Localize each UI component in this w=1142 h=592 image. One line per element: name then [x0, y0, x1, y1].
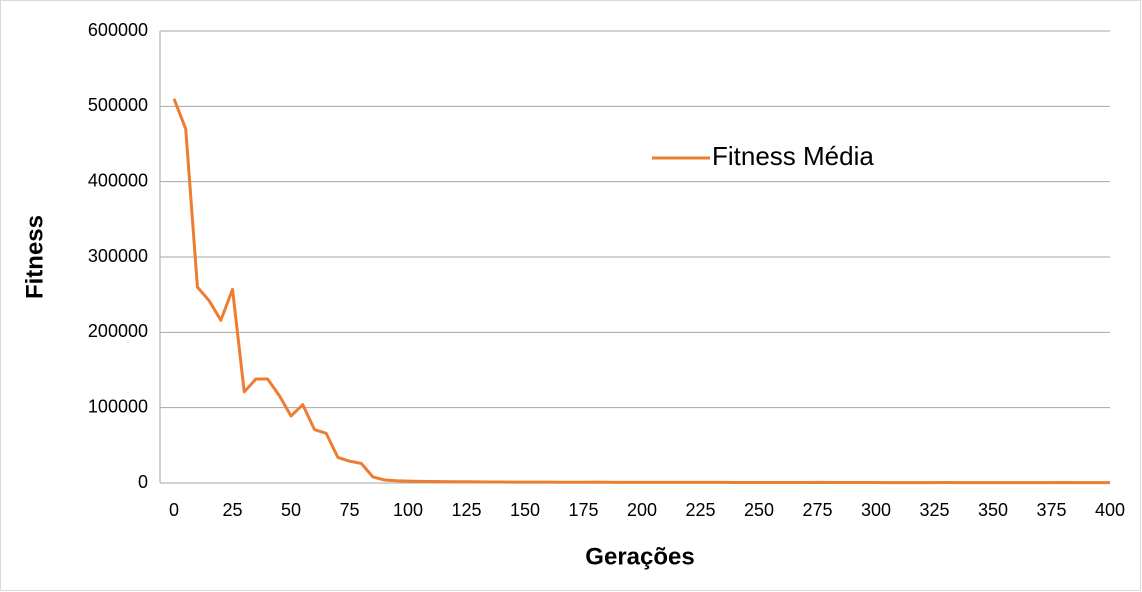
y-tick-label: 300000: [88, 246, 148, 266]
x-tick-label: 200: [627, 500, 657, 520]
x-axis-title: Gerações: [585, 543, 694, 570]
y-tick-label: 100000: [88, 396, 148, 416]
x-tick-label: 175: [568, 500, 598, 520]
y-tick-label: 600000: [88, 20, 148, 40]
x-tick-label: 0: [169, 500, 179, 520]
y-axis-title: Fitness: [21, 215, 48, 299]
x-tick-label: 100: [393, 500, 423, 520]
x-tick-label: 400: [1095, 500, 1125, 520]
x-tick-label: 275: [802, 500, 832, 520]
x-tick-label: 325: [919, 500, 949, 520]
x-tick-label: 50: [281, 500, 301, 520]
x-tick-label: 300: [861, 500, 891, 520]
x-tick-label: 375: [1036, 500, 1066, 520]
x-tick-label: 150: [510, 500, 540, 520]
data-line: [172, 98, 1110, 485]
y-tick-label: 0: [138, 472, 148, 492]
legend-label: Fitness Média: [712, 141, 874, 171]
x-tick-label: 25: [223, 500, 243, 520]
x-tick-label: 75: [340, 500, 360, 520]
x-tick-label: 225: [685, 500, 715, 520]
x-tick-label: 350: [978, 500, 1008, 520]
y-tick-label: 200000: [88, 321, 148, 341]
y-tick-label: 400000: [88, 170, 148, 190]
x-tick-label: 125: [452, 500, 482, 520]
x-tick-label: 250: [744, 500, 774, 520]
y-tick-label: 500000: [88, 95, 148, 115]
